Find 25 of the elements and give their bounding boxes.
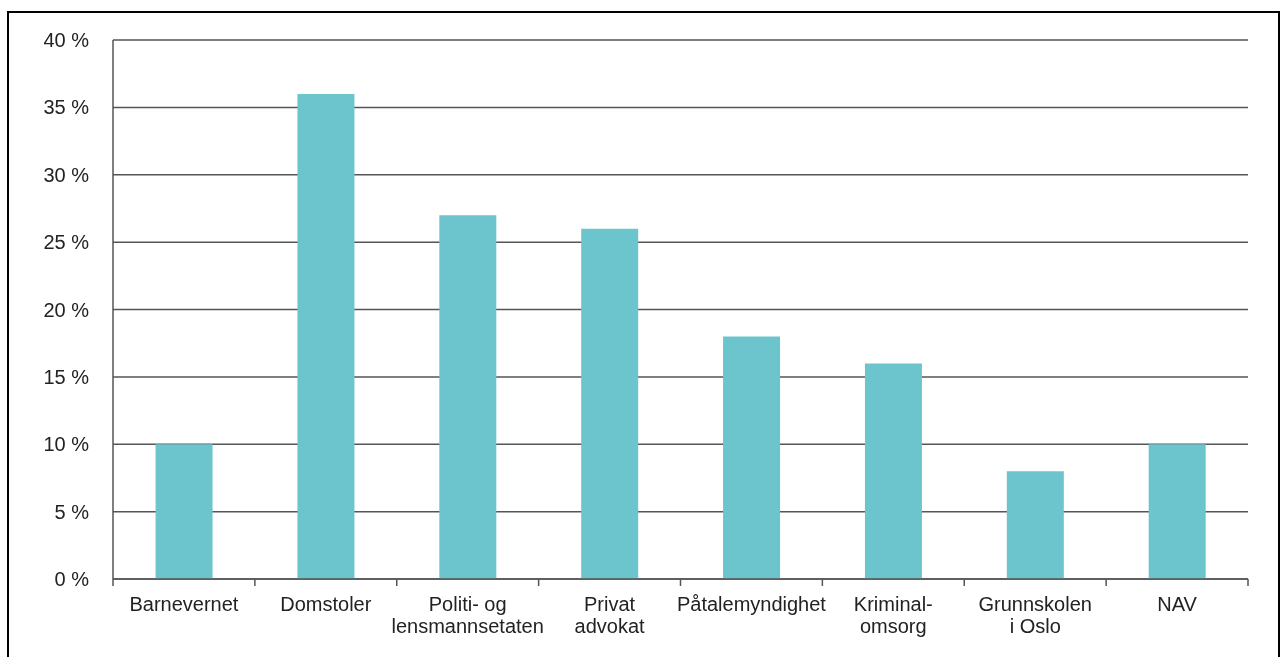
x-tick-label: Domstoler <box>280 593 372 615</box>
bar <box>723 336 781 579</box>
x-tick-label: Påtalemyndighet <box>676 593 827 615</box>
x-tick-label: Barnevernet <box>129 593 239 615</box>
x-tick-label: Privat advokat <box>574 593 646 637</box>
y-tick-label: 30 % <box>43 163 90 186</box>
x-tick-label: Politi- og lensmannsetaten <box>391 593 544 637</box>
bar <box>1148 444 1206 579</box>
x-tick-label: NAV <box>1157 593 1198 615</box>
y-tick-label: 15 % <box>43 365 90 388</box>
y-tick-label: 35 % <box>43 96 90 119</box>
y-tick-label: 5 % <box>54 500 90 523</box>
y-tick-label: 25 % <box>43 231 90 254</box>
y-tick-label: 20 % <box>43 298 90 321</box>
bar <box>155 444 213 579</box>
x-tick-label: Kriminal- omsorg <box>853 593 933 637</box>
y-tick-label: 0 % <box>54 568 90 591</box>
y-tick-label: 40 % <box>43 29 90 52</box>
bar <box>297 93 355 579</box>
bar <box>439 215 497 579</box>
bar <box>864 363 922 579</box>
y-tick-label: 10 % <box>43 433 90 456</box>
bar <box>1006 471 1064 579</box>
bar <box>581 228 639 579</box>
x-tick-label: Grunnskolen i Oslo <box>978 593 1092 637</box>
